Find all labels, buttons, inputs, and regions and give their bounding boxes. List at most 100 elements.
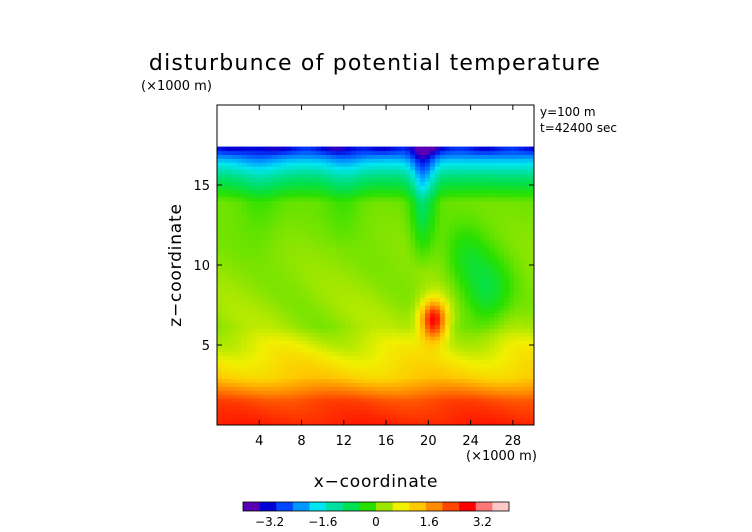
heatmap-cell [261, 158, 268, 163]
heatmap-cell [226, 413, 233, 418]
heatmap-cell [464, 328, 471, 333]
heatmap-cell [494, 413, 500, 418]
heatmap-cell [370, 216, 377, 221]
heatmap-cell [499, 204, 505, 210]
heatmap-cell [484, 374, 491, 380]
heatmap-cell [410, 394, 416, 399]
heatmap-cell [425, 316, 431, 322]
heatmap-cell [261, 374, 268, 380]
heatmap-cell [405, 297, 411, 302]
heatmap-cell [434, 247, 441, 252]
heatmap-cell [449, 301, 456, 306]
heatmap-cell [375, 293, 382, 298]
heatmap-cell [306, 332, 312, 337]
heatmap-cell [306, 293, 312, 298]
heatmap-cell [296, 181, 302, 186]
heatmap-cell [340, 378, 347, 384]
heatmap-cell [330, 320, 337, 326]
heatmap-cell [474, 262, 481, 268]
heatmap-cell [375, 216, 382, 221]
heatmap-cell [410, 223, 416, 229]
heatmap-cell [325, 316, 332, 322]
heatmap-cell [231, 347, 238, 353]
heatmap-cell [494, 181, 500, 186]
heatmap-cell [434, 274, 441, 279]
heatmap-cell [449, 165, 456, 171]
heatmap-cell [340, 397, 347, 403]
heatmap-cell [236, 301, 243, 306]
heatmap-cell [360, 374, 367, 380]
heatmap-cell [410, 305, 416, 310]
heatmap-cell [217, 173, 223, 179]
heatmap-cell [330, 208, 337, 213]
heatmap-cell [469, 200, 476, 206]
heatmap-cell [330, 374, 337, 380]
heatmap-cell [425, 417, 431, 422]
heatmap-cell [509, 312, 515, 318]
heatmap-cell [301, 409, 307, 414]
heatmap-cell [504, 363, 510, 368]
heatmap-cell [261, 285, 268, 291]
heatmap-cell [390, 281, 396, 287]
heatmap-cell [390, 382, 396, 387]
heatmap-cell [340, 363, 347, 368]
heatmap-cell [311, 181, 317, 186]
heatmap-cell [444, 309, 451, 314]
heatmap-cell [395, 316, 401, 322]
heatmap-cell [529, 274, 534, 279]
heatmap-cell [271, 301, 278, 306]
heatmap-cell [385, 154, 391, 159]
heatmap-cell [514, 320, 520, 326]
heatmap-cell [246, 397, 253, 403]
heatmap-cell [355, 227, 362, 233]
heatmap-cell [524, 386, 530, 391]
heatmap-cell [504, 223, 510, 229]
heatmap-cell [370, 270, 377, 275]
heatmap-cell [291, 220, 297, 225]
heatmap-cell [469, 243, 476, 248]
heatmap-cell [345, 200, 352, 206]
heatmap-cell [296, 320, 302, 326]
heatmap-cell [256, 405, 263, 411]
heatmap-cell [504, 386, 510, 391]
heatmap-cell [375, 397, 382, 403]
heatmap-cell [271, 231, 278, 237]
heatmap-cell [380, 189, 386, 194]
heatmap-cell [444, 165, 451, 171]
heatmap-cell [499, 239, 505, 244]
heatmap-cell [286, 312, 292, 318]
heatmap-cell [529, 193, 534, 198]
heatmap-cell [464, 208, 471, 213]
heatmap-cell [449, 339, 456, 345]
heatmap-cell [529, 281, 534, 287]
heatmap-cell [365, 196, 372, 202]
heatmap-cell [474, 293, 481, 298]
heatmap-cell [504, 301, 510, 306]
heatmap-cell [415, 339, 421, 345]
heatmap-cell [330, 347, 337, 353]
heatmap-cell [449, 297, 456, 302]
heatmap-cell [246, 243, 253, 248]
heatmap-cell [489, 169, 495, 175]
heatmap-cell [217, 363, 223, 368]
heatmap-cell [281, 274, 287, 279]
heatmap-cell [365, 336, 372, 341]
heatmap-cell [291, 401, 297, 407]
heatmap-cell [499, 401, 505, 407]
heatmap-cell [330, 243, 337, 248]
heatmap-cell [474, 320, 481, 326]
heatmap-cell [395, 324, 401, 329]
heatmap-cell [529, 297, 534, 302]
heatmap-cell [256, 343, 263, 349]
heatmap-cell [459, 355, 466, 360]
heatmap-cell [241, 336, 248, 341]
heatmap-cell [365, 200, 372, 206]
heatmap-cell [415, 320, 421, 326]
heatmap-cell [494, 239, 500, 244]
heatmap-cell [370, 281, 377, 287]
heatmap-cell [350, 297, 357, 302]
heatmap-cell [350, 370, 357, 376]
heatmap-cell [291, 378, 297, 384]
heatmap-cell [360, 196, 367, 202]
heatmap-cell [400, 343, 406, 349]
